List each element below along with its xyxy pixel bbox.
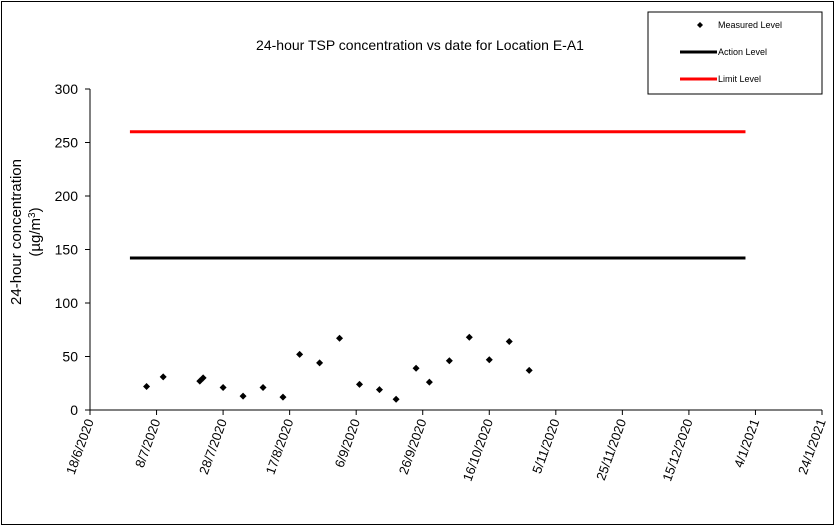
legend-box: [647, 11, 823, 95]
data-point: [356, 380, 364, 388]
chart-title: 24-hour TSP concentration vs date for Lo…: [256, 37, 584, 53]
data-point: [465, 333, 473, 341]
x-tick-label: 18/6/2020: [63, 417, 97, 476]
data-point: [425, 378, 433, 386]
plot-area: 0 50 100 150 200 250 300 18/6/2020 8/7/2020 28/7/…: [55, 81, 829, 483]
y-axis-title-unit-prefix: (µg/m: [27, 218, 44, 257]
y-tick-label: 300: [55, 81, 79, 97]
y-axis-title-line1: 24-hour concentration: [8, 159, 25, 305]
data-point: [505, 338, 513, 346]
data-point: [219, 384, 227, 392]
x-tick-label: 5/11/2020: [529, 417, 563, 476]
y-axis-title-unit-suffix: ): [27, 207, 44, 212]
data-point: [445, 357, 453, 365]
legend-marker: [697, 22, 703, 28]
legend-label: Measured Level: [718, 20, 782, 30]
y-tick-label: 100: [55, 295, 79, 311]
legend-label: Action Level: [718, 47, 767, 57]
data-point: [279, 393, 287, 401]
y-tick-label: 150: [55, 242, 79, 258]
x-tick-label: 24/1/2021: [795, 417, 829, 476]
data-point: [143, 382, 151, 390]
x-tick-label: 25/11/2020: [593, 417, 629, 482]
data-point: [525, 366, 533, 374]
data-point: [392, 395, 400, 403]
y-tick-label: 200: [55, 188, 79, 204]
x-tick-label: 28/7/2020: [196, 417, 230, 476]
legend-label: Limit Level: [718, 74, 761, 84]
x-tick-label: 16/10/2020: [460, 417, 496, 483]
data-point: [412, 364, 420, 372]
data-point: [239, 392, 247, 400]
x-tick-label: 17/8/2020: [263, 417, 297, 476]
y-tick-label: 0: [70, 402, 78, 418]
x-tick-label: 4/1/2021: [731, 417, 762, 470]
legend: Measured Level Action Level Limit Level: [647, 11, 823, 95]
data-point: [199, 374, 207, 382]
y-axis-title-line2: (µg/m3): [27, 207, 45, 256]
data-point: [159, 373, 167, 381]
y-tick-label: 250: [55, 135, 79, 151]
data-point: [296, 350, 304, 358]
data-point: [485, 356, 493, 364]
x-tick-label: 15/12/2020: [659, 417, 695, 483]
data-point: [259, 384, 267, 392]
x-tick-label: 26/9/2020: [396, 417, 430, 476]
y-axis-title: 24-hour concentration (µg/m3): [8, 159, 44, 305]
x-tick-label: 6/9/2020: [332, 417, 363, 470]
data-point: [375, 386, 383, 394]
data-point: [336, 334, 344, 342]
y-tick-label: 50: [62, 349, 78, 365]
data-point: [316, 359, 324, 367]
y-axis-title-unit-sup: 3: [27, 212, 38, 218]
x-tick-label: 8/7/2020: [132, 417, 163, 470]
